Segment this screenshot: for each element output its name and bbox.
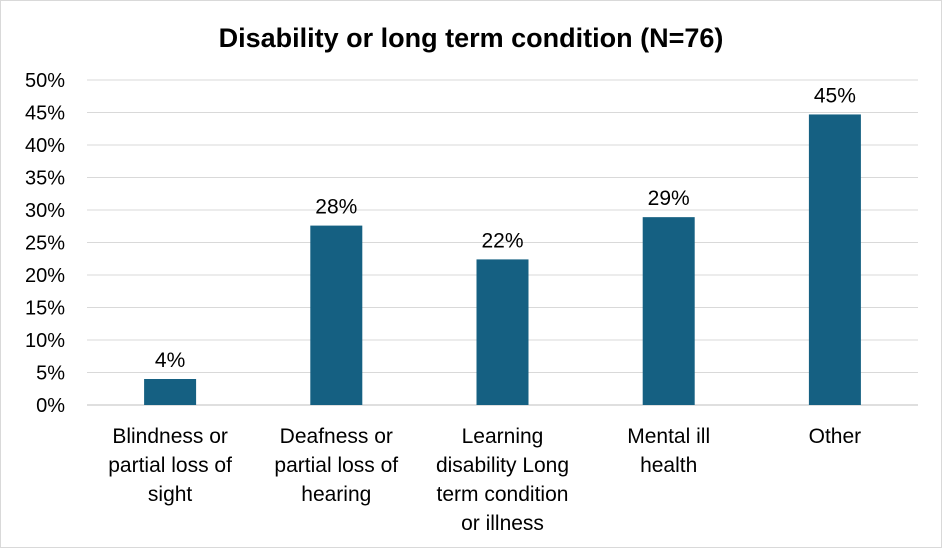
bar <box>144 379 197 405</box>
bar <box>310 225 363 405</box>
data-label: 29% <box>648 187 690 210</box>
category-label: Mental ill health <box>627 425 710 477</box>
data-label: 45% <box>814 84 856 107</box>
y-tick-label: 10% <box>25 330 65 352</box>
y-tick-label: 40% <box>25 135 65 157</box>
y-tick-label: 45% <box>25 103 65 125</box>
category-label: Other <box>809 425 862 448</box>
category-label-line: term condition <box>437 483 569 506</box>
y-tick-label: 50% <box>25 70 65 92</box>
chart-title: Disability or long term condition (N=76) <box>219 23 724 53</box>
data-label: 4% <box>155 349 185 372</box>
category-label-line: partial loss of <box>274 454 398 477</box>
data-labels: 4% 28% 22% 29% 45% <box>155 84 856 372</box>
y-tick-label: 5% <box>36 363 65 385</box>
category-label-line: Blindness or <box>112 425 228 448</box>
y-tick-label: 0% <box>36 395 65 417</box>
category-label-line: Mental ill <box>627 425 710 448</box>
y-tick-label: 15% <box>25 298 65 320</box>
category-label: Learning disability Long term condition or … <box>436 425 569 535</box>
data-label: 22% <box>481 229 523 252</box>
category-label-line: health <box>640 454 697 477</box>
y-tick-label: 30% <box>25 200 65 222</box>
category-label: Blindness or partial loss of sight <box>108 425 232 506</box>
category-label-line: Learning <box>462 425 544 448</box>
data-label: 28% <box>315 196 357 219</box>
bar <box>808 114 861 405</box>
category-label-line: or illness <box>461 512 544 535</box>
bars <box>144 114 861 405</box>
category-label-line: Deafness or <box>280 425 393 448</box>
y-axis-ticks: 0% 5% 10% 15% 20% 25% 30% 35% 40% 45% 50% <box>25 70 65 417</box>
category-label-line: partial loss of <box>108 454 232 477</box>
bar <box>476 259 529 405</box>
category-label-line: disability Long <box>436 454 569 477</box>
bar <box>642 217 695 405</box>
category-label: Deafness or partial loss of hearing <box>274 425 398 506</box>
y-tick-label: 25% <box>25 233 65 255</box>
category-label-line: hearing <box>301 483 371 506</box>
category-label-line: sight <box>148 483 193 506</box>
y-tick-label: 20% <box>25 265 65 287</box>
category-label-line: Other <box>809 425 862 448</box>
y-tick-label: 35% <box>25 168 65 190</box>
x-axis-categories: Blindness or partial loss of sight Deafness… <box>108 425 861 535</box>
